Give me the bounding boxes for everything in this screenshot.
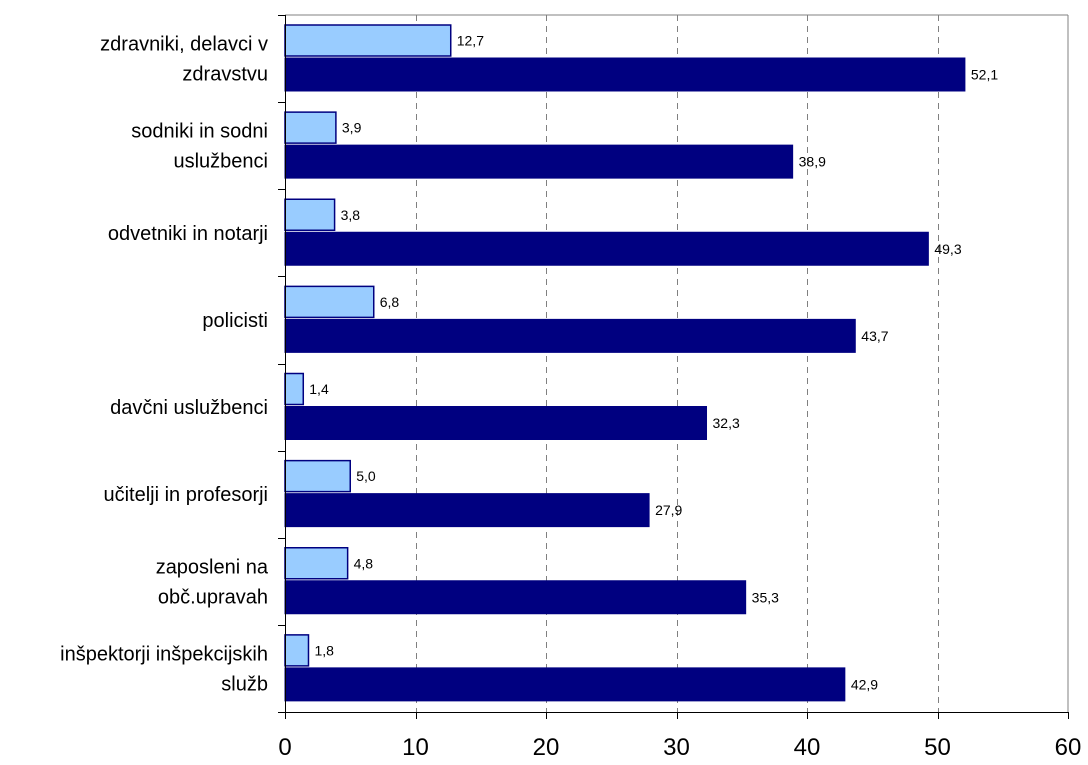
bar-series-2	[284, 231, 929, 266]
data-label: 12,7	[457, 33, 484, 49]
data-label: 5,0	[356, 468, 376, 484]
bar-series-1	[284, 459, 351, 493]
category-label: učitelji in profesorji	[103, 484, 268, 506]
data-label: 27,9	[655, 502, 682, 518]
bar-series-2	[284, 493, 650, 528]
bar-series-1	[284, 547, 349, 580]
category-label: inšpektorji inšpekcijskih	[60, 643, 268, 665]
bar-series-2	[284, 667, 846, 702]
bar-series-1	[284, 198, 336, 231]
category-label: zaposleni na	[156, 556, 269, 578]
category-label: služb	[221, 673, 268, 695]
data-label: 3,8	[341, 207, 361, 223]
category-label: uslužbenci	[173, 151, 268, 173]
category-label: zdravstvu	[182, 64, 268, 86]
data-label: 49,3	[934, 241, 961, 257]
data-label: 4,8	[354, 555, 374, 571]
x-tick-label: 20	[533, 734, 560, 761]
category-label: obč.upravah	[158, 586, 268, 608]
x-tick-label: 60	[1055, 734, 1082, 761]
data-label: 43,7	[861, 328, 888, 344]
bar-series-1	[284, 24, 452, 57]
category-label: policisti	[202, 310, 268, 332]
bar-series-1	[284, 111, 337, 144]
data-label: 42,9	[851, 676, 878, 692]
data-label: 52,1	[971, 67, 998, 83]
data-label: 35,3	[752, 589, 779, 605]
data-label: 32,3	[713, 415, 740, 431]
category-label: davčni uslužbenci	[110, 397, 268, 419]
category-label: zdravniki, delavci v	[100, 34, 268, 56]
data-label: 1,8	[314, 642, 334, 658]
bar-series-2	[284, 144, 794, 179]
labels: 12,7 52,1 zdravniki, delavci v zdravstvu 3,9…	[60, 33, 1081, 762]
data-label: 3,9	[342, 120, 362, 136]
bar-series-2	[284, 406, 708, 440]
axes	[278, 15, 1069, 719]
data-label: 38,9	[799, 154, 826, 170]
category-label: sodniki in sodni	[131, 121, 268, 143]
gridlines	[285, 14, 1069, 712]
bars	[284, 24, 966, 702]
x-tick-label: 50	[924, 734, 951, 761]
x-tick-label: 10	[402, 734, 429, 761]
x-tick-label: 0	[278, 734, 291, 761]
bar-series-2	[284, 57, 966, 92]
bar-series-1	[284, 634, 310, 667]
bar-series-1	[284, 372, 305, 406]
data-label: 6,8	[380, 294, 400, 310]
bar-series-1	[284, 285, 375, 319]
bar-series-2	[284, 580, 747, 615]
data-label: 1,4	[309, 381, 329, 397]
bar-series-2	[284, 318, 856, 353]
x-tick-label: 40	[794, 734, 821, 761]
category-label: odvetniki in notarji	[108, 223, 268, 245]
x-tick-label: 30	[663, 734, 690, 761]
